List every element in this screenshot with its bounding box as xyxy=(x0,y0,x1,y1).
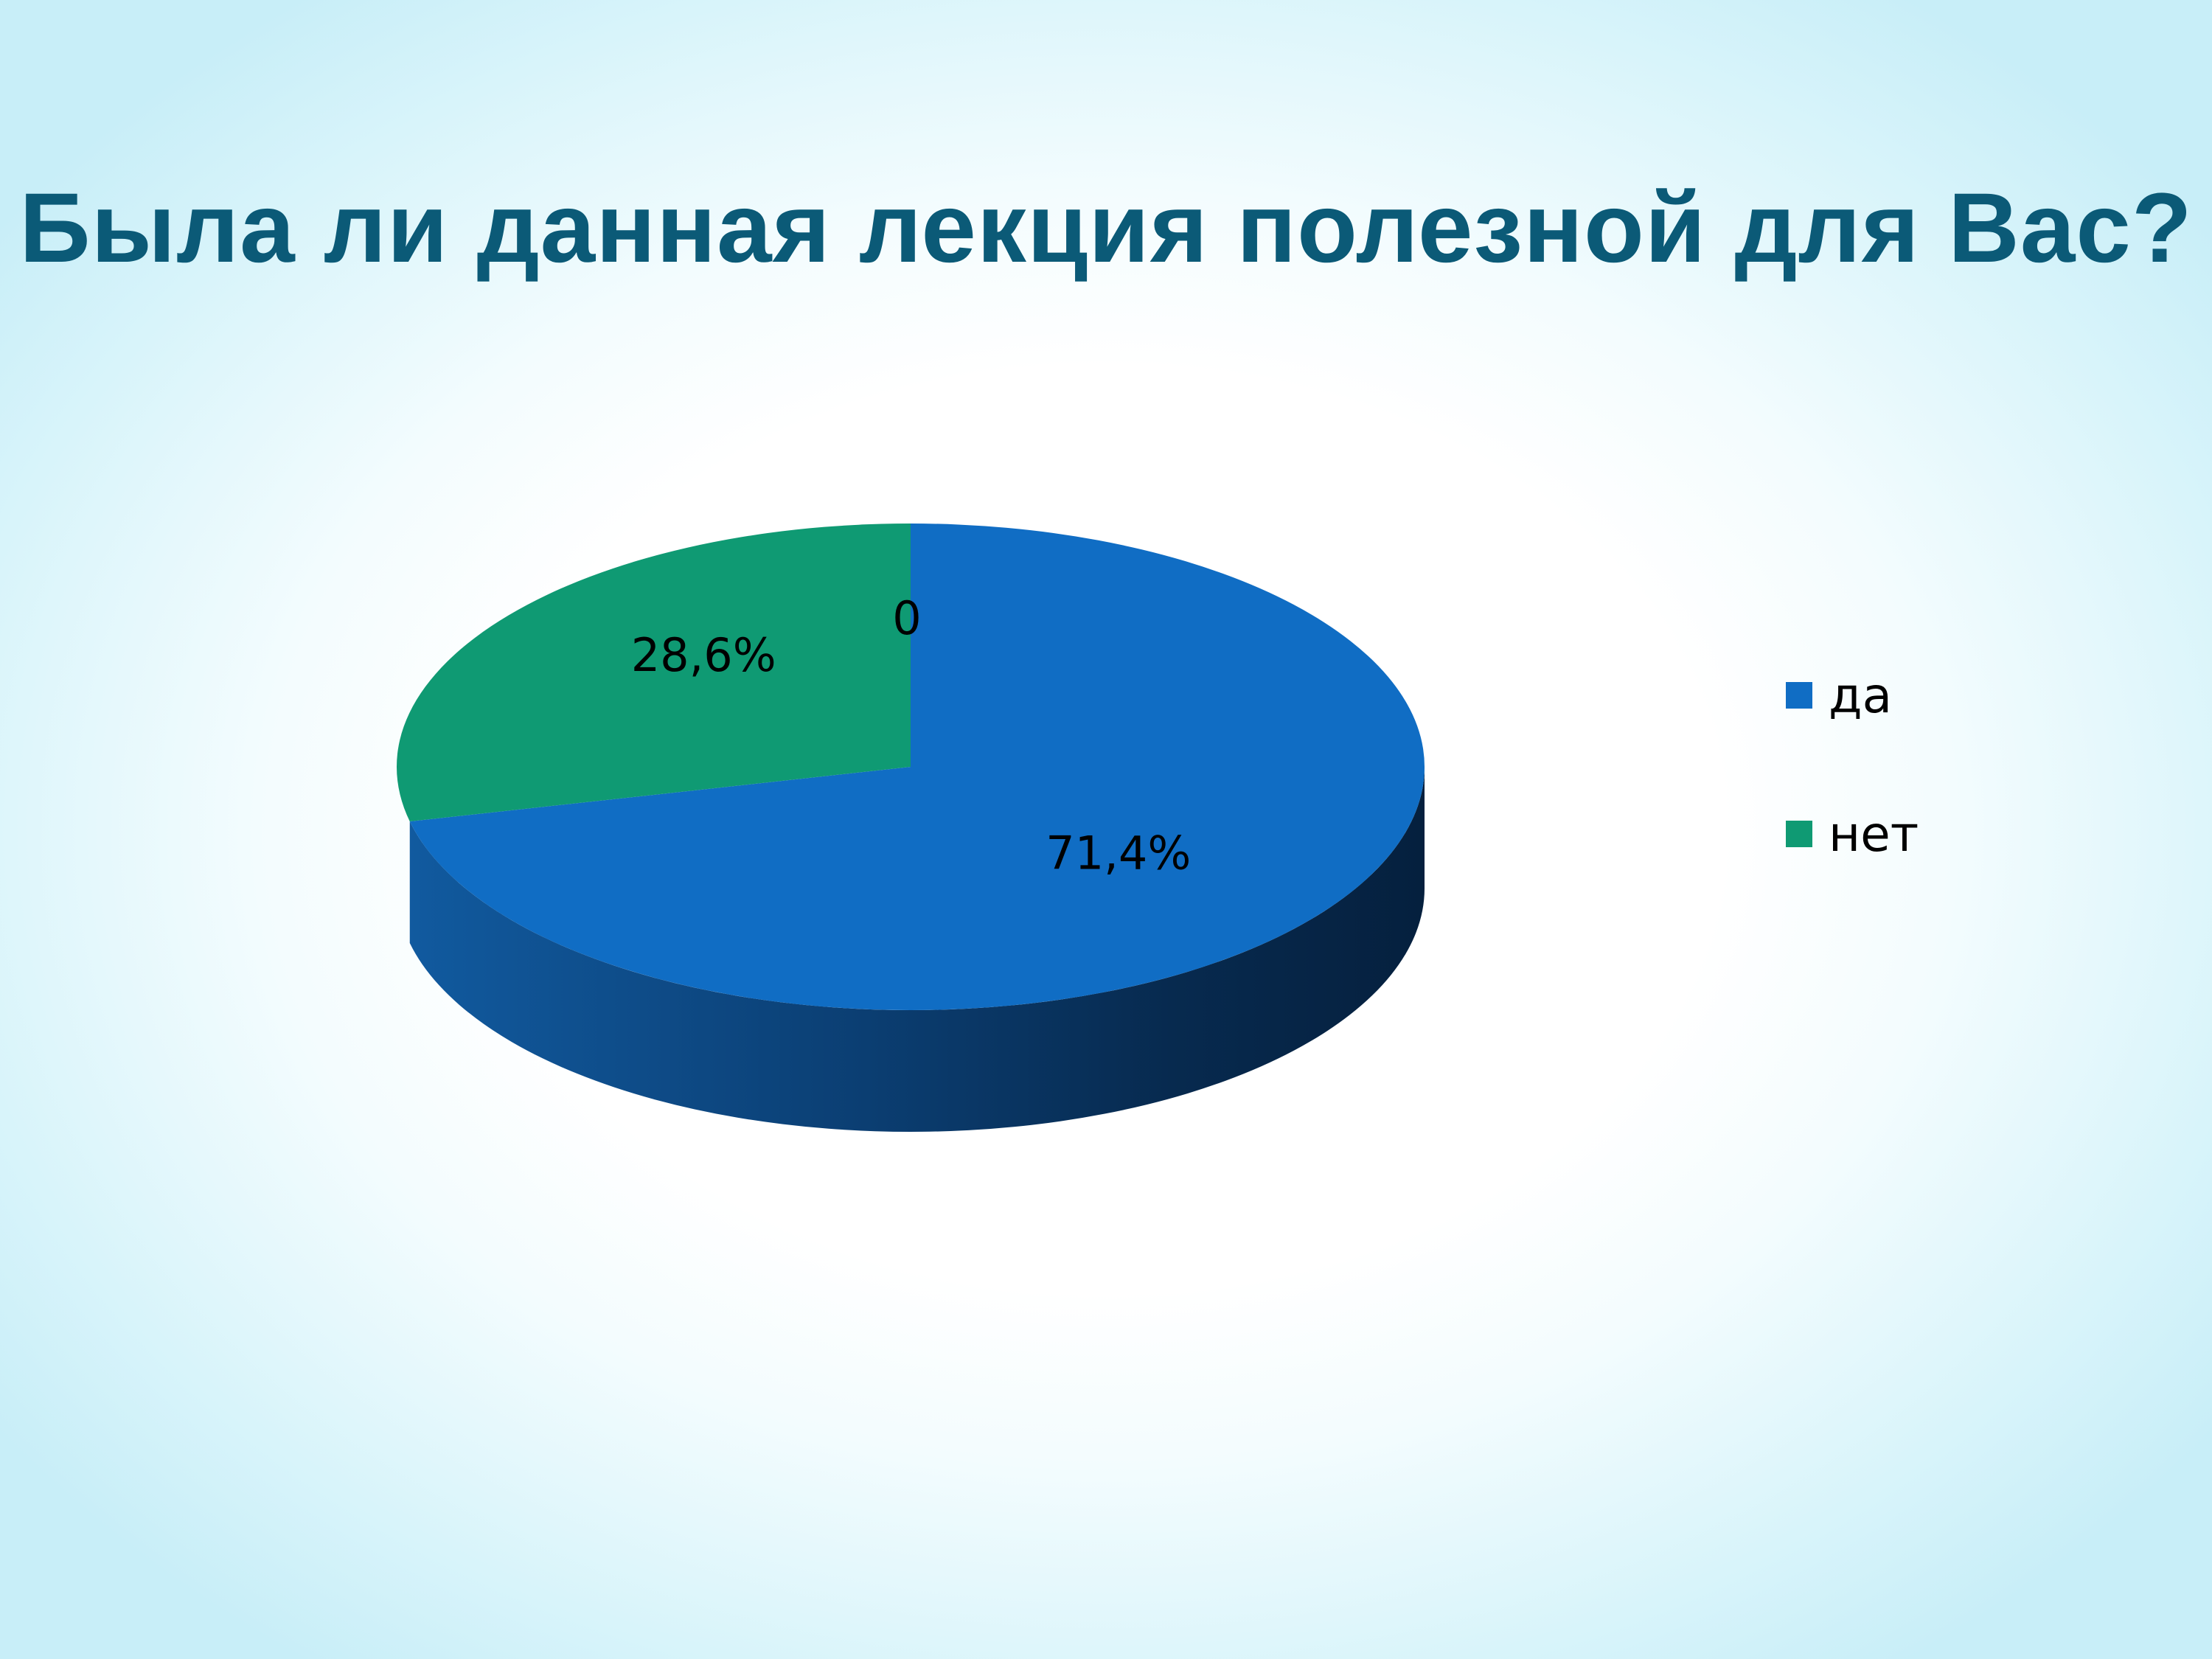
legend-label-yes: да xyxy=(1829,667,1893,724)
legend-item-yes: да xyxy=(1786,660,1919,731)
slide-title: Была ли данная лекция полезной для Вас? xyxy=(19,173,2193,283)
legend-label-no: нет xyxy=(1829,805,1919,863)
legend-item-no: нет xyxy=(1786,799,1919,869)
data-label-no: 28,6% xyxy=(631,628,776,682)
pie-slice-no xyxy=(396,524,911,822)
pie-side-wall xyxy=(409,767,1425,1132)
data-label-zero: 0 xyxy=(892,591,921,645)
data-label-yes: 71,4% xyxy=(1046,827,1191,880)
pie-slice-yes xyxy=(409,524,1425,1010)
legend-swatch-no xyxy=(1786,821,1812,847)
legend: да нет xyxy=(1786,660,1919,937)
legend-swatch-yes xyxy=(1786,682,1812,709)
